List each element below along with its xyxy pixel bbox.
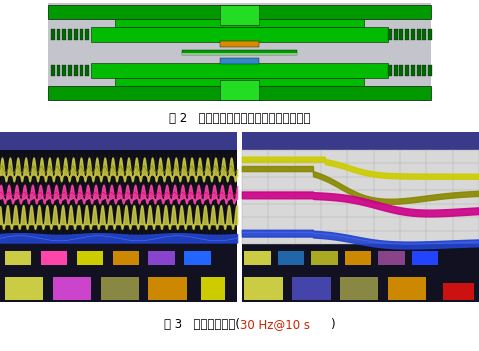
Bar — [80, 65, 83, 75]
Bar — [220, 41, 259, 47]
Bar — [182, 53, 297, 55]
Bar — [57, 65, 60, 75]
Bar — [378, 251, 405, 265]
Bar — [388, 65, 392, 75]
Bar — [57, 29, 60, 40]
Bar — [394, 29, 398, 40]
Bar — [68, 29, 72, 40]
Bar — [184, 251, 211, 265]
Bar — [388, 29, 392, 40]
Bar — [345, 251, 371, 265]
Bar — [399, 29, 403, 40]
Bar — [48, 5, 431, 19]
Bar — [48, 3, 431, 101]
Bar — [101, 277, 139, 300]
Bar — [77, 251, 103, 265]
Bar — [148, 251, 175, 265]
Bar — [405, 29, 409, 40]
Bar — [0, 132, 237, 150]
Text: ): ) — [330, 318, 334, 331]
Bar — [311, 251, 338, 265]
Bar — [85, 65, 89, 75]
Bar — [428, 65, 432, 75]
Bar — [91, 63, 388, 78]
Bar — [115, 78, 364, 86]
Bar — [0, 244, 237, 302]
Bar — [48, 86, 431, 100]
Bar — [443, 283, 474, 300]
Bar — [412, 251, 438, 265]
Bar — [244, 277, 283, 300]
Bar — [148, 277, 187, 300]
Bar — [292, 277, 331, 300]
Bar — [85, 29, 89, 40]
Bar — [53, 277, 91, 300]
Bar — [41, 251, 67, 265]
Bar — [62, 29, 66, 40]
Bar — [242, 244, 479, 302]
Bar — [113, 251, 139, 265]
Bar — [5, 277, 43, 300]
Bar — [428, 29, 432, 40]
Text: 图 3   实验输出波形(: 图 3 实验输出波形( — [163, 318, 240, 331]
Text: 图 2   紧凑结构环形轨道气体火花间隙开关: 图 2 紧凑结构环形轨道气体火花间隙开关 — [169, 112, 310, 125]
Bar — [74, 65, 78, 75]
Bar — [244, 251, 271, 265]
Bar — [182, 42, 297, 61]
Bar — [422, 65, 426, 75]
Bar — [242, 150, 479, 244]
Bar — [115, 19, 364, 27]
Bar — [388, 277, 426, 300]
Bar — [0, 150, 237, 244]
Bar — [340, 277, 378, 300]
Bar — [68, 65, 72, 75]
Bar — [220, 58, 259, 64]
Bar — [411, 65, 415, 75]
Bar — [422, 29, 426, 40]
Bar — [411, 29, 415, 40]
Bar — [220, 80, 259, 100]
Bar — [91, 27, 388, 42]
Bar — [405, 65, 409, 75]
Bar — [5, 251, 31, 265]
Bar — [80, 29, 83, 40]
Bar — [201, 277, 225, 300]
Bar — [278, 251, 304, 265]
Bar — [394, 65, 398, 75]
Bar — [220, 5, 259, 25]
Bar — [242, 132, 479, 150]
Bar — [51, 29, 55, 40]
Bar — [51, 65, 55, 75]
Bar — [417, 65, 421, 75]
Bar — [62, 65, 66, 75]
Bar — [399, 65, 403, 75]
Text: 30 Hz@10 s: 30 Hz@10 s — [240, 318, 309, 331]
Bar — [417, 29, 421, 40]
Bar — [182, 51, 297, 55]
Bar — [74, 29, 78, 40]
